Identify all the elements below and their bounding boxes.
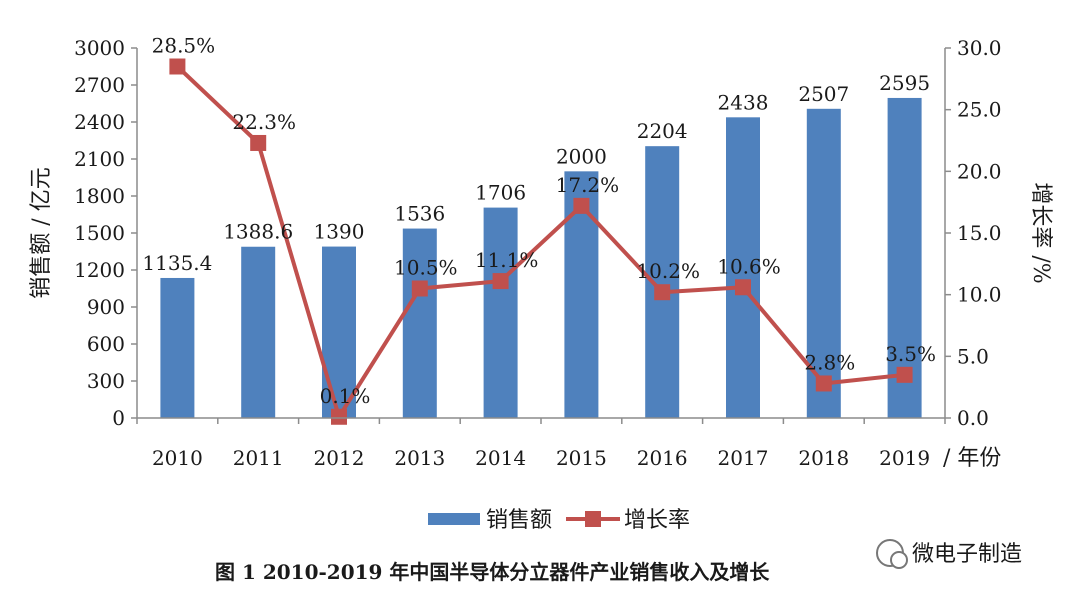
legend-line-label: 增长率 (624, 508, 690, 533)
bar (160, 277, 195, 418)
line-value-label: 3.5% (885, 342, 936, 366)
y-tick-label: 300 (87, 369, 125, 393)
y2-tick-label: 30.0 (957, 36, 1002, 60)
bar (241, 246, 276, 418)
line-point (573, 197, 590, 214)
bar-value-label: 1706 (475, 181, 526, 205)
y-tick-label: 3000 (74, 36, 125, 60)
legend-line-marker (585, 511, 601, 527)
y2-axis-title: 增长率 /% (1028, 182, 1053, 283)
line-value-label: 17.2% (556, 173, 620, 197)
growth-line (176, 65, 905, 419)
bar-value-label: 1388.6 (223, 220, 293, 244)
y-tick-label: 2700 (74, 73, 125, 97)
x-tick-label: 2010 (152, 446, 203, 470)
x-tick-label: 2018 (798, 446, 849, 470)
wechat-icon-small (890, 551, 908, 569)
y2-tick-label: 20.0 (957, 159, 1002, 183)
bar-value-label: 2438 (718, 90, 769, 114)
line-value-label: 28.5% (152, 34, 216, 58)
line-point (654, 284, 671, 301)
x-tick-label: 2017 (718, 446, 769, 470)
x-tick-label: 2012 (314, 446, 365, 470)
y-tick-label: 0 (112, 406, 125, 430)
y-tick-label: 1800 (74, 184, 125, 208)
bar-value-label: 2204 (637, 119, 688, 143)
bar (483, 207, 518, 418)
line-value-label: 0.1% (320, 384, 371, 408)
y-tick-label: 1500 (74, 221, 125, 245)
line-point (169, 58, 186, 75)
legend-bar-label: 销售额 (486, 508, 552, 533)
bar (402, 228, 437, 418)
line-point (735, 279, 751, 296)
legend-bar-swatch (428, 513, 480, 525)
y-tick-label: 600 (87, 332, 125, 356)
y2-tick-label: 15.0 (957, 221, 1002, 245)
x-tick-label: 2016 (637, 446, 688, 470)
line-point (492, 273, 509, 290)
y-tick-label: 1200 (74, 258, 125, 282)
line-point (331, 408, 347, 425)
bar-value-label: 1135.4 (142, 251, 212, 275)
y-tick-label: 2100 (74, 147, 125, 171)
line-value-label: 10.2% (636, 259, 700, 283)
bar (726, 117, 760, 419)
watermark: 微电子制造 (876, 539, 1022, 569)
line-point (411, 280, 428, 297)
line-value-label: 10.5% (394, 256, 458, 280)
bars-group (160, 97, 922, 419)
y2-tick-label: 5.0 (957, 344, 989, 368)
y2-tick-label: 10.0 (957, 283, 1002, 307)
bar-value-label: 2000 (556, 144, 607, 168)
bar (806, 108, 841, 418)
line-point (896, 366, 913, 383)
line-point (250, 134, 267, 151)
line-value-label: 10.6% (717, 254, 781, 278)
x-axis-title: / 年份 (943, 446, 1001, 471)
bar (322, 246, 356, 418)
axes-group: 0 300 600 900 1200 1500 1800 2100 2400 2700 3000 0.… (74, 36, 1001, 470)
x-tick-label: 2015 (556, 446, 607, 470)
x-tick-label: 2014 (475, 446, 526, 470)
growth-line-group (169, 58, 913, 425)
data-labels-group: 1135.4 1388.6 1390 1536 1706 2000 2204 2438 2507… (142, 34, 936, 408)
bar-value-label: 1390 (314, 220, 365, 244)
line-value-label: 11.1% (475, 248, 539, 272)
bar-value-label: 1536 (394, 202, 445, 226)
bar (887, 97, 922, 418)
bar-value-label: 2595 (879, 71, 930, 95)
x-tick-label: 2013 (394, 446, 445, 470)
y-tick-label: 900 (87, 295, 125, 319)
bar-value-label: 2507 (798, 82, 849, 106)
legend: 销售额 增长率 (428, 508, 690, 533)
y-tick-label: 2400 (74, 110, 125, 134)
line-value-label: 22.3% (232, 110, 296, 134)
x-tick-label: 2011 (233, 446, 284, 470)
y2-tick-label: 25.0 (957, 98, 1002, 122)
y-axis-title: 销售额 / 亿元 (29, 167, 54, 298)
watermark-text: 微电子制造 (912, 542, 1022, 567)
line-point (815, 375, 832, 392)
line-value-label: 2.8% (804, 350, 855, 374)
x-tick-label: 2019 (879, 446, 930, 470)
y2-tick-label: 0.0 (957, 406, 989, 430)
figure-caption: 图 1 2010-2019 年中国半导体分立器件产业销售收入及增长 (215, 560, 770, 584)
